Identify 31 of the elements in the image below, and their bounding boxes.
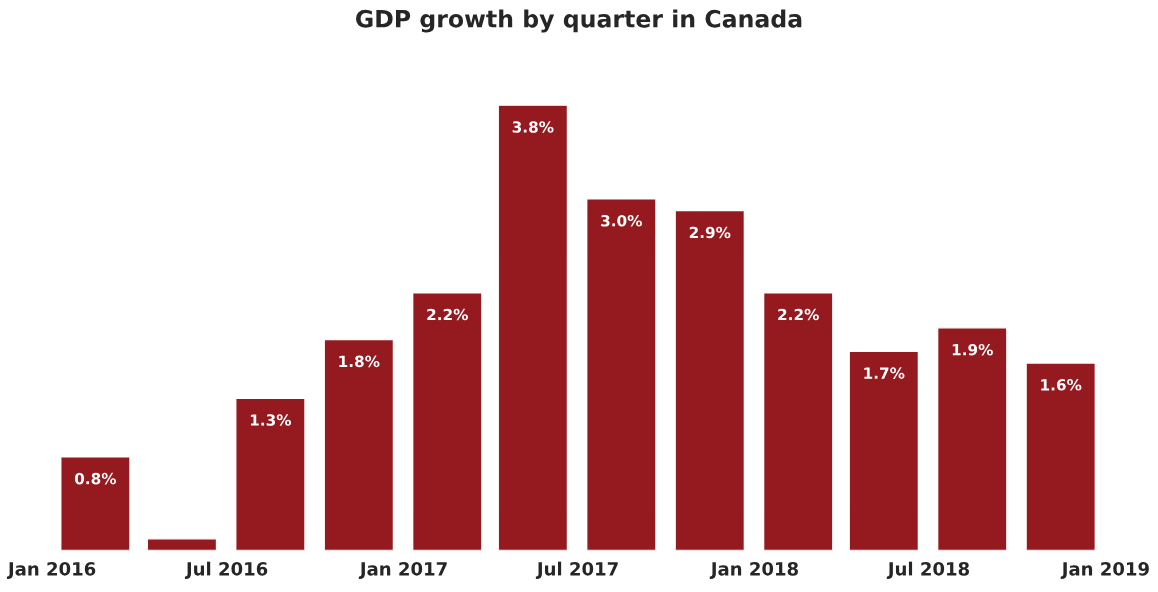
data-label: 0.8% [74,472,117,485]
data-label: 1.7% [864,367,905,379]
data-label: 2.9% [689,226,731,239]
bar [674,209,746,551]
data-label: 2.2% [427,308,468,321]
bar [1025,362,1097,551]
data-label: 1.9% [952,343,993,356]
chart-title: GDP growth by quarter in Canada [356,9,802,33]
bar [762,291,834,551]
bar [235,397,306,551]
bar [936,327,1008,551]
x-tick-label: Jul 2017 [535,561,618,579]
bar [323,338,395,551]
bar [60,456,131,551]
bar [411,291,483,551]
bar [585,198,657,551]
data-label: 1.3% [250,414,292,426]
data-label: 1.8% [339,355,380,368]
x-tick-label: Jan 2016 [6,561,96,579]
bar [146,538,218,551]
data-label: 3.0% [601,214,643,227]
x-tick-label: Jan 2017 [358,561,447,579]
x-tick-label: Jan 2018 [709,561,798,579]
x-tick-label: Jul 2016 [184,561,268,579]
bar [848,350,920,551]
x-tick-label: Jul 2018 [886,561,970,579]
bar [497,104,569,551]
data-label: 3.8% [512,121,554,133]
data-label: 2.2% [778,308,819,321]
x-tick-label: Jan 2019 [1060,561,1149,579]
data-label: 1.6% [1041,379,1082,391]
